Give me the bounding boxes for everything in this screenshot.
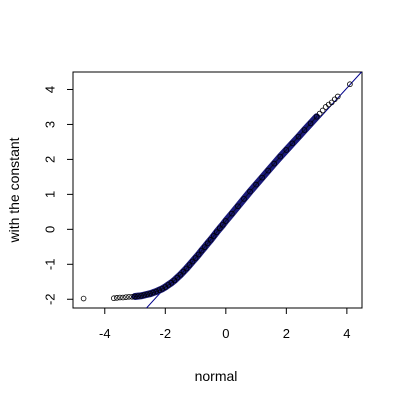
data-point — [316, 110, 323, 117]
data-point — [271, 160, 278, 167]
data-point — [144, 291, 150, 298]
data-point — [129, 294, 135, 300]
data-point — [156, 287, 163, 293]
data-point — [114, 295, 120, 301]
x-tick-label: 0 — [222, 326, 229, 341]
data-point — [216, 225, 223, 232]
data-point — [159, 285, 166, 292]
y-tick-label: -2 — [43, 293, 58, 305]
data-point — [259, 174, 265, 181]
data-point — [307, 120, 314, 127]
y-tick-label: -1 — [43, 259, 58, 271]
data-point — [111, 295, 117, 302]
data-point — [123, 294, 129, 300]
data-point — [235, 203, 241, 210]
data-point — [253, 181, 259, 188]
data-point — [283, 147, 290, 153]
data-point — [328, 99, 335, 106]
data-point — [138, 292, 144, 299]
data-point — [313, 113, 320, 120]
data-point — [301, 127, 308, 133]
y-tick-label: 0 — [43, 226, 58, 233]
data-point — [120, 294, 126, 301]
data-point — [80, 295, 87, 302]
data-point — [295, 133, 302, 140]
y-tick-label: 4 — [43, 86, 58, 93]
data-point — [198, 247, 205, 254]
y-tick-label: 1 — [43, 191, 58, 198]
data-point — [171, 277, 178, 284]
data-point — [150, 289, 156, 296]
data-point — [192, 255, 199, 261]
x-tick-label: 2 — [283, 326, 290, 341]
x-axis-title: normal — [195, 368, 238, 384]
data-point — [210, 233, 217, 239]
data-point — [180, 268, 187, 275]
data-point — [153, 288, 160, 295]
data-point — [265, 167, 271, 174]
data-point — [201, 244, 208, 250]
data-point — [213, 229, 220, 235]
data-point — [147, 290, 153, 297]
data-point — [195, 251, 202, 258]
data-point — [177, 271, 184, 278]
data-point — [247, 188, 253, 195]
data-point — [334, 93, 341, 100]
x-tick-label: 4 — [343, 326, 350, 341]
y-tick-label: 2 — [43, 156, 58, 163]
data-point — [319, 107, 326, 114]
y-tick-label: 3 — [43, 121, 58, 128]
data-point — [135, 293, 141, 299]
dense-point-band — [131, 113, 321, 300]
data-point — [347, 81, 353, 88]
data-point — [331, 96, 338, 103]
data-point — [204, 240, 211, 247]
data-point — [289, 140, 296, 147]
data-point — [277, 153, 284, 160]
x-tick-label: -4 — [99, 326, 111, 341]
data-point — [219, 221, 226, 228]
data-point — [141, 292, 147, 298]
y-axis-title: with the constant — [6, 137, 22, 243]
data-point — [117, 294, 123, 301]
data-point — [223, 218, 229, 224]
plot-frame — [72, 71, 363, 309]
data-point — [229, 210, 235, 217]
data-point — [132, 293, 138, 300]
data-point — [174, 274, 181, 281]
data-point — [183, 265, 190, 272]
data-point — [189, 258, 196, 265]
x-tick-label: -2 — [160, 326, 172, 341]
data-point — [126, 294, 132, 300]
data-point — [186, 262, 193, 268]
data-point — [241, 196, 247, 202]
data-point — [207, 237, 214, 243]
